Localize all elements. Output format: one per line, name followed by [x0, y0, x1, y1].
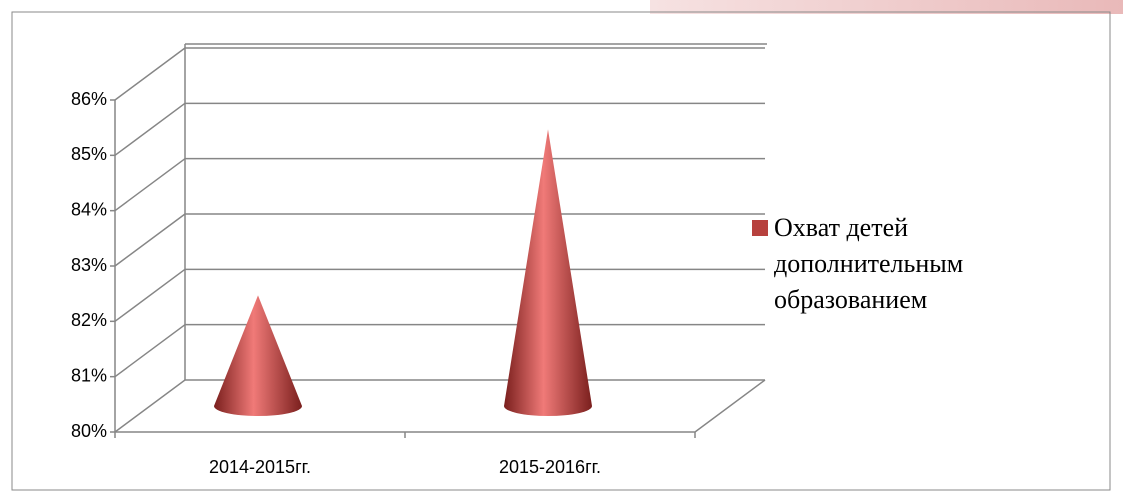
grid-line: [114, 379, 186, 433]
y-tick-label: 81%: [71, 365, 107, 385]
legend-label: Охват детей дополнительным образованием: [774, 213, 964, 314]
decor: [650, 0, 1123, 14]
y-tick-label: 84%: [71, 199, 107, 219]
legend-swatch: [752, 220, 768, 236]
grid-line: [114, 268, 186, 322]
cone: [504, 129, 592, 417]
cone: [214, 295, 302, 416]
grid-line: [114, 158, 186, 212]
grid-line: [114, 102, 186, 156]
grid-line: [114, 47, 186, 101]
chart-frame: [11, 11, 1111, 491]
y-tick-label: 85%: [71, 144, 107, 164]
y-tick-label: 80%: [71, 421, 107, 441]
x-tick-label: 2014-2015гг.: [209, 457, 311, 477]
grid-line: [114, 324, 186, 378]
y-tick-label: 82%: [71, 310, 107, 330]
y-tick-label: 86%: [71, 89, 107, 109]
floor: [115, 379, 766, 433]
x-tick-label: 2015-2016гг.: [499, 457, 601, 477]
y-tick-label: 83%: [71, 255, 107, 275]
grid-line: [114, 213, 186, 267]
